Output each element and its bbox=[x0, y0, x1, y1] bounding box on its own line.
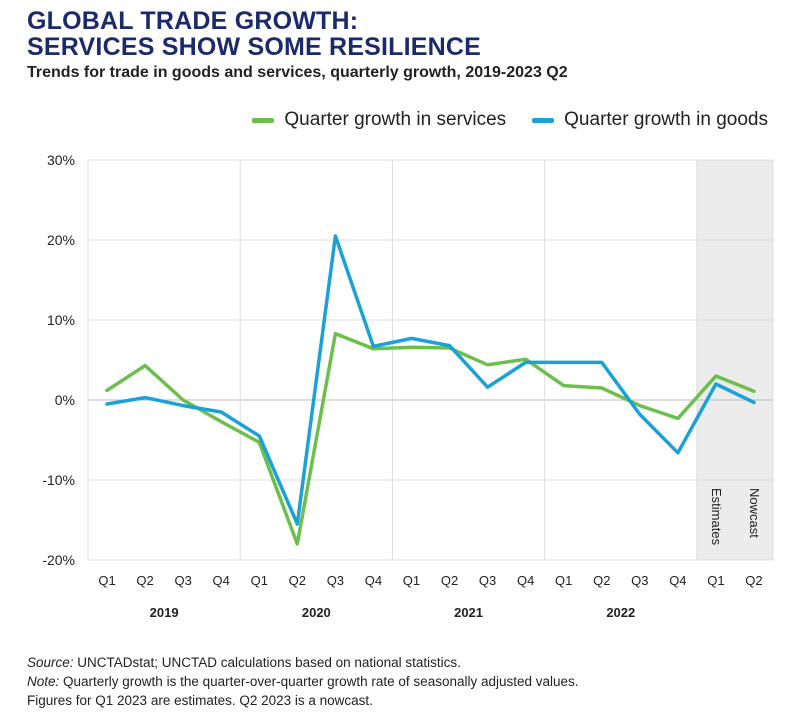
shaded-forecast-region bbox=[696, 160, 773, 560]
legend-swatch-goods bbox=[532, 117, 555, 123]
annotation-estimates: Estimates bbox=[709, 488, 724, 546]
note-label: Note: bbox=[27, 674, 60, 689]
chart-subtitle: Trends for trade in goods and services, … bbox=[27, 64, 568, 81]
legend: Quarter growth in services Quarter growt… bbox=[252, 109, 768, 131]
y-tick-label: 20% bbox=[47, 232, 75, 248]
legend-label-goods: Quarter growth in goods bbox=[564, 109, 768, 130]
year-label: 2020 bbox=[302, 605, 331, 620]
note-line: Note: Quarterly growth is the quarter-ov… bbox=[27, 672, 579, 691]
x-tick-label: Q1 bbox=[707, 573, 724, 588]
legend-swatch-services bbox=[252, 117, 275, 123]
year-label: 2021 bbox=[454, 605, 483, 620]
source-label: Source: bbox=[27, 655, 74, 670]
title-line-2: SERVICES SHOW SOME RESILIENCE bbox=[27, 33, 482, 61]
x-tick-label: Q2 bbox=[289, 573, 306, 588]
y-tick-label: 0% bbox=[55, 392, 75, 408]
x-tick-label: Q3 bbox=[174, 573, 191, 588]
x-tick-label: Q2 bbox=[441, 573, 458, 588]
legend-item-goods: Quarter growth in goods bbox=[532, 109, 768, 131]
title-line-1: GLOBAL TRADE GROWTH: bbox=[27, 7, 359, 35]
annotation-nowcast: Nowcast bbox=[747, 488, 762, 538]
services-line bbox=[105, 331, 756, 546]
legend-item-services: Quarter growth in services bbox=[252, 109, 506, 131]
x-tick-label: Q2 bbox=[745, 573, 762, 588]
y-tick-label: 30% bbox=[47, 152, 75, 168]
x-tick-label: Q2 bbox=[136, 573, 153, 588]
x-tick-label: Q4 bbox=[669, 573, 686, 588]
estimates-line: Figures for Q1 2023 are estimates. Q2 20… bbox=[27, 693, 373, 708]
source-line: Source: UNCTADstat; UNCTAD calculations … bbox=[27, 653, 579, 672]
line-chart: 30% 20% 10% 0% -10% -20% Q1 Q2 Q3 Q4 Q1 Q2 Q3 Q4 Q1 Q2 Q… bbox=[42, 152, 774, 620]
x-tick-label: Q4 bbox=[213, 573, 230, 588]
x-tick-label: Q1 bbox=[98, 573, 115, 588]
y-tick-label: 10% bbox=[47, 312, 75, 328]
footer-notes: Source: UNCTADstat; UNCTAD calculations … bbox=[27, 653, 579, 710]
legend-label-services: Quarter growth in services bbox=[284, 109, 507, 130]
year-label: 2019 bbox=[150, 605, 179, 620]
chart-title: GLOBAL TRADE GROWTH: SERVICES SHOW SOME … bbox=[27, 8, 481, 60]
note-text: Quarterly growth is the quarter-over-qua… bbox=[59, 674, 579, 689]
x-tick-label: Q1 bbox=[555, 573, 572, 588]
x-tick-label: Q3 bbox=[479, 573, 496, 588]
goods-line bbox=[105, 234, 756, 526]
x-tick-label: Q3 bbox=[631, 573, 648, 588]
x-tick-label: Q3 bbox=[327, 573, 344, 588]
x-tick-label: Q1 bbox=[403, 573, 420, 588]
x-tick-label: Q2 bbox=[593, 573, 610, 588]
y-tick-label: -10% bbox=[42, 472, 75, 488]
year-label: 2022 bbox=[606, 605, 635, 620]
x-tick-label: Q4 bbox=[517, 573, 534, 588]
y-tick-label: -20% bbox=[42, 552, 75, 568]
x-tick-label: Q4 bbox=[365, 573, 382, 588]
x-tick-label: Q1 bbox=[251, 573, 268, 588]
source-text: UNCTADstat; UNCTAD calculations based on… bbox=[73, 655, 461, 670]
